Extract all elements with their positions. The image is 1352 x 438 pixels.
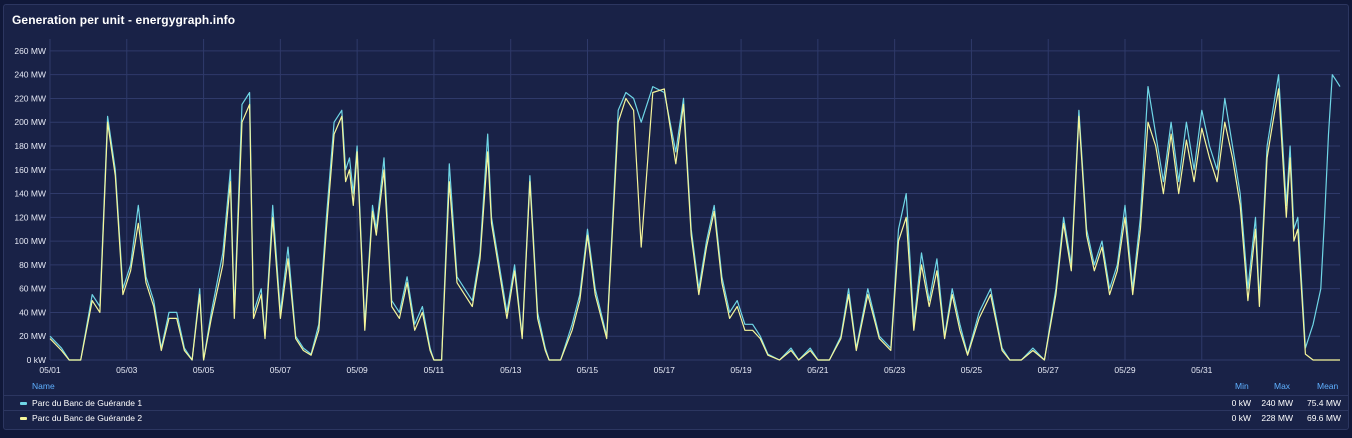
y-tick-label: 20 MW <box>19 331 46 341</box>
series-lines <box>49 74 1341 361</box>
x-tick-label: 05/07 <box>270 365 292 375</box>
y-tick-label: 160 MW <box>14 165 46 175</box>
y-tick-label: 200 MW <box>14 117 46 127</box>
legend-header-name[interactable]: Name <box>32 381 55 391</box>
x-tick-label: 05/17 <box>654 365 676 375</box>
x-tick-label: 05/05 <box>193 365 215 375</box>
series-2-mean: 69.6 MW <box>1306 413 1341 423</box>
y-tick-label: 260 MW <box>14 46 46 56</box>
y-tick-label: 100 MW <box>14 236 46 246</box>
legend-header-min[interactable]: Min <box>1235 381 1249 391</box>
legend-row-2[interactable]: Parc du Banc de Guérande 2 0 kW 228 MW 6… <box>4 410 1348 425</box>
y-tick-label: 240 MW <box>14 70 46 80</box>
y-tick-label: 220 MW <box>14 93 46 103</box>
legend-row-1[interactable]: Parc du Banc de Guérande 1 0 kW 240 MW 7… <box>4 395 1348 410</box>
line-chart: 0 kW 20 MW 40 MW 60 MW 80 MW 100 MW 120 MW 140 … <box>14 39 1341 375</box>
series-1-mean: 75.4 MW <box>1306 398 1341 408</box>
x-tick-label: 05/21 <box>807 365 829 375</box>
x-tick-label: 05/03 <box>116 365 138 375</box>
x-tick-label: 05/13 <box>500 365 522 375</box>
x-tick-label: 05/23 <box>884 365 906 375</box>
legend-header: Name Min Max Mean <box>4 381 1348 393</box>
y-tick-label: 140 MW <box>14 189 46 199</box>
chart-panel: Generation per unit - energygraph.info 0… <box>3 4 1349 430</box>
series-1-min: 0 kW <box>1231 398 1251 408</box>
legend-header-max[interactable]: Max <box>1274 381 1291 391</box>
series-1-swatch <box>20 402 27 405</box>
x-tick-label: 05/29 <box>1114 365 1136 375</box>
series-1-max: 240 MW <box>1261 398 1293 408</box>
x-tick-label: 05/15 <box>577 365 599 375</box>
x-tick-label: 05/31 <box>1191 365 1213 375</box>
series-1-name[interactable]: Parc du Banc de Guérande 1 <box>32 398 143 408</box>
x-tick-label: 05/19 <box>730 365 752 375</box>
x-tick-label: 05/25 <box>961 365 983 375</box>
series-2-min: 0 kW <box>1231 413 1251 423</box>
x-axis-ticks: 05/01 05/03 05/05 05/07 05/09 05/11 05/13 05/15… <box>39 365 1212 375</box>
y-tick-label: 80 MW <box>19 260 46 270</box>
y-tick-label: 120 MW <box>14 212 46 222</box>
series-2-line[interactable] <box>49 88 1340 361</box>
panel-title: Generation per unit - energygraph.info <box>12 13 236 27</box>
chart-grid <box>49 39 1340 361</box>
series-2-swatch <box>20 417 27 420</box>
series-2-name[interactable]: Parc du Banc de Guérande 2 <box>32 413 143 423</box>
y-tick-label: 40 MW <box>19 307 46 317</box>
y-tick-label: 180 MW <box>14 141 46 151</box>
x-tick-label: 05/27 <box>1038 365 1060 375</box>
y-tick-label: 60 MW <box>19 284 46 294</box>
x-tick-label: 05/09 <box>347 365 369 375</box>
legend-header-mean[interactable]: Mean <box>1317 381 1339 391</box>
y-tick-label: 0 kW <box>27 355 46 365</box>
y-axis-ticks: 0 kW 20 MW 40 MW 60 MW 80 MW 100 MW 120 MW 140 … <box>14 46 46 365</box>
x-tick-label: 05/01 <box>39 365 61 375</box>
x-tick-label: 05/11 <box>424 365 445 375</box>
series-2-max: 228 MW <box>1261 413 1293 423</box>
